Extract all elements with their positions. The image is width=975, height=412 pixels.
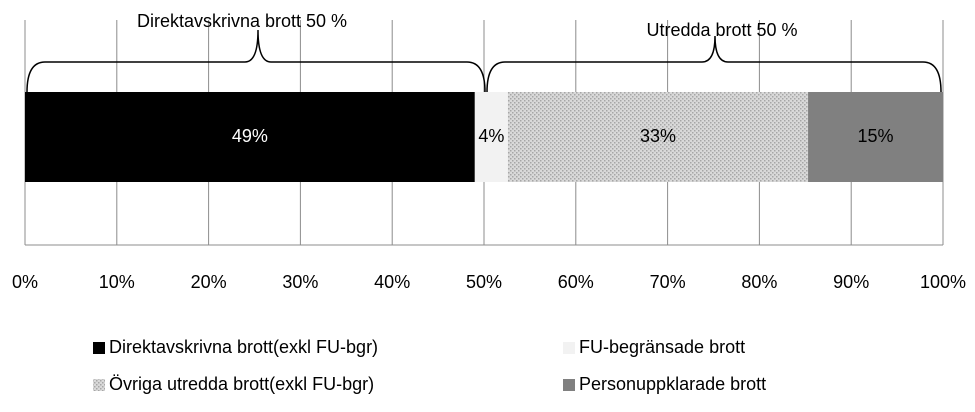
- x-tick-label: 20%: [191, 272, 227, 292]
- x-tick-label: 30%: [282, 272, 318, 292]
- brace: [26, 29, 486, 93]
- data-label: 49%: [232, 126, 268, 146]
- legend-swatch: [563, 379, 575, 391]
- legend-label: Personuppklarade brott: [579, 374, 766, 394]
- annotation: Utredda brott 50 %: [646, 20, 797, 40]
- data-label: 4%: [478, 126, 504, 146]
- data-label: 33%: [640, 126, 676, 146]
- legend-swatch: [93, 379, 105, 391]
- bar-segment: [474, 92, 508, 182]
- x-tick-label: 10%: [99, 272, 135, 292]
- x-tick-label: 100%: [920, 272, 966, 292]
- brace: [486, 35, 942, 93]
- x-tick-label: 80%: [741, 272, 777, 292]
- annotation: Direktavskrivna brott 50 %: [137, 11, 347, 31]
- legend-label: FU-begränsade brott: [579, 337, 745, 357]
- bar-segment: [808, 92, 943, 182]
- bar-segment: [507, 92, 809, 182]
- bars: [25, 92, 943, 182]
- bar-segment: [25, 92, 475, 182]
- x-tick-label: 70%: [650, 272, 686, 292]
- x-tick-label: 0%: [12, 272, 38, 292]
- legend-label: Direktavskrivna brott(exkl FU-bgr): [109, 337, 378, 357]
- legend-swatch: [563, 342, 575, 354]
- x-tick-label: 60%: [558, 272, 594, 292]
- x-tick-label: 50%: [466, 272, 502, 292]
- x-tick-label: 90%: [833, 272, 869, 292]
- legend-label: Övriga utredda brott(exkl FU-bgr): [109, 374, 374, 394]
- legend-swatch: [93, 342, 105, 354]
- data-label: 15%: [858, 126, 894, 146]
- x-tick-label: 40%: [374, 272, 410, 292]
